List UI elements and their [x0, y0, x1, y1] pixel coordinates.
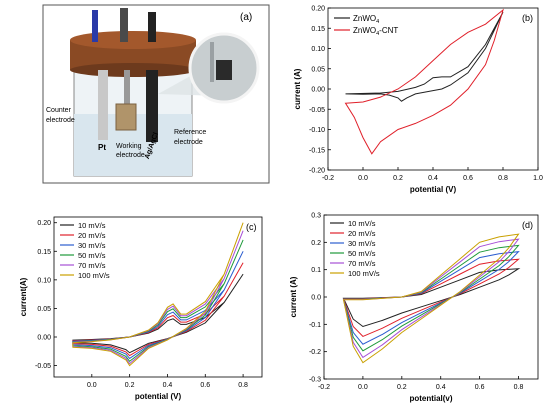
y-tick-label: 0.20 [311, 6, 325, 13]
y-tick-label: 0.1 [311, 267, 321, 274]
x-tick-label: 0.0 [358, 384, 368, 391]
y-tick-label: 0.3 [311, 213, 321, 220]
reference-electrode [146, 70, 158, 142]
legend-label: 70 mV/s [348, 259, 376, 268]
legend-label: ZnWO4 [353, 14, 379, 25]
label-counter: Counter [46, 107, 72, 114]
y-tick-label: -0.1 [309, 322, 321, 329]
x-tick-label: 0.4 [163, 382, 173, 389]
y-tick-label: -0.05 [35, 363, 51, 370]
x-tick-label: 0.0 [358, 175, 368, 182]
x-tick-label: 0.8 [498, 175, 508, 182]
series-line-znwo4-cnt [344, 8, 504, 155]
x-tick-label: 0.6 [463, 175, 473, 182]
label-working: Working [116, 143, 142, 150]
y-tick-label: -0.05 [309, 107, 325, 114]
chart-panel-b: -0.2 0.0 0.2 0.4 0.6 0.8 1.0 -0.20 -0.15 -0.10 -0.… [293, 6, 543, 195]
legend-label: ZnWO4-CNT [353, 26, 398, 37]
legend-label: 100 mV/s [78, 271, 110, 280]
y-tick-label: -0.10 [309, 127, 325, 134]
panel-tag: (b) [522, 13, 533, 23]
y-tick-label: 0.00 [311, 87, 325, 94]
y-axis-label: current (A) [293, 68, 302, 109]
legend-label: 30 mV/s [348, 239, 376, 248]
x-tick-label: 0.6 [475, 384, 485, 391]
series-line-100-mV-s [342, 233, 520, 364]
x-tick-label: 0.2 [125, 382, 135, 389]
magnified-sample [216, 60, 232, 80]
working-electrode-rod [124, 70, 130, 110]
cell-lid-top [70, 31, 196, 49]
y-tick-label: 0.20 [37, 220, 51, 227]
x-tick-label: 0.0 [87, 382, 97, 389]
label-pt: Pt [98, 143, 106, 152]
y-tick-label: 0.15 [37, 249, 51, 256]
y-tick-label: -0.15 [309, 147, 325, 154]
y-axis-label: current(A) [19, 277, 28, 316]
y-tick-label: -0.3 [309, 377, 321, 384]
series-line-30-mV-s [72, 251, 244, 360]
legend-label: 10 mV/s [348, 219, 376, 228]
label-reference-electrode: electrode [174, 139, 203, 146]
x-tick-label: 0.8 [514, 384, 524, 391]
legend-label: 10 mV/s [78, 221, 106, 230]
counter-electrode-wire [92, 10, 98, 42]
x-tick-label: 0.2 [393, 175, 403, 182]
x-tick-label: -0.2 [322, 175, 334, 182]
series-line-znwo4 [345, 11, 504, 102]
y-axis-label: current (A) [289, 276, 298, 317]
chart-panel-c: 0.0 0.2 0.4 0.6 0.8 -0.05 0.00 0.05 0.10 0.15 0.20… [19, 216, 263, 401]
panel-a-tag: (a) [240, 12, 252, 23]
legend-label: 70 mV/s [78, 261, 106, 270]
y-tick-label: 0.15 [311, 26, 325, 33]
y-tick-label: 0.2 [311, 240, 321, 247]
series-line-100-mV-s [72, 222, 244, 367]
legend-label: 50 mV/s [78, 251, 106, 260]
y-tick-label: 0.05 [311, 66, 325, 73]
magnified-clip [210, 42, 214, 82]
reference-electrode-cap [148, 12, 156, 42]
y-tick-label: 0.10 [311, 46, 325, 53]
series-line-20-mV-s [72, 262, 244, 357]
legend-label: 30 mV/s [78, 241, 106, 250]
x-axis-label: potential (V) [135, 392, 182, 401]
x-tick-label: 0.4 [428, 175, 438, 182]
x-tick-label: 0.8 [238, 382, 248, 389]
panel-tag: (d) [522, 220, 533, 230]
y-tick-label: 0.05 [37, 306, 51, 313]
y-tick-label: -0.20 [309, 168, 325, 175]
y-tick-label: 0.00 [37, 335, 51, 342]
working-electrode-wire [120, 8, 128, 42]
legend-label: 100 mV/s [348, 269, 380, 278]
label-working-electrode: electrode [116, 152, 145, 159]
panel-a-cell-schematic: (a) Counter electrode Pt Working electro… [42, 4, 270, 184]
chart-panel-d: -0.2 0.0 0.2 0.4 0.6 0.8-0.3-0.2-0.10.00.10.2… [289, 213, 539, 403]
label-counter-electrode: electrode [46, 117, 75, 124]
series-line-50-mV-s [72, 239, 244, 363]
x-tick-label: 0.6 [200, 382, 210, 389]
y-tick-label: -0.2 [309, 349, 321, 356]
x-tick-label: 0.4 [436, 384, 446, 391]
working-electrode-sample [115, 103, 137, 131]
x-tick-label: -0.2 [318, 384, 330, 391]
y-tick-label: 0.10 [37, 277, 51, 284]
x-tick-label: 0.2 [397, 384, 407, 391]
legend-label: 20 mV/s [348, 229, 376, 238]
x-axis-label: potential (V) [410, 185, 457, 194]
legend-label: 50 mV/s [348, 249, 376, 258]
series-line-10-mV-s [72, 273, 244, 354]
panel-tag: (c) [246, 222, 257, 232]
y-tick-label: 0.0 [311, 295, 321, 302]
legend-label: 20 mV/s [78, 231, 106, 240]
label-reference: Reference [174, 129, 206, 136]
counter-electrode [98, 70, 108, 140]
plot-frame [53, 216, 263, 378]
x-axis-label: potential(v) [409, 394, 452, 403]
cell-lid-bottom [70, 63, 196, 77]
x-tick-label: 1.0 [533, 175, 543, 182]
